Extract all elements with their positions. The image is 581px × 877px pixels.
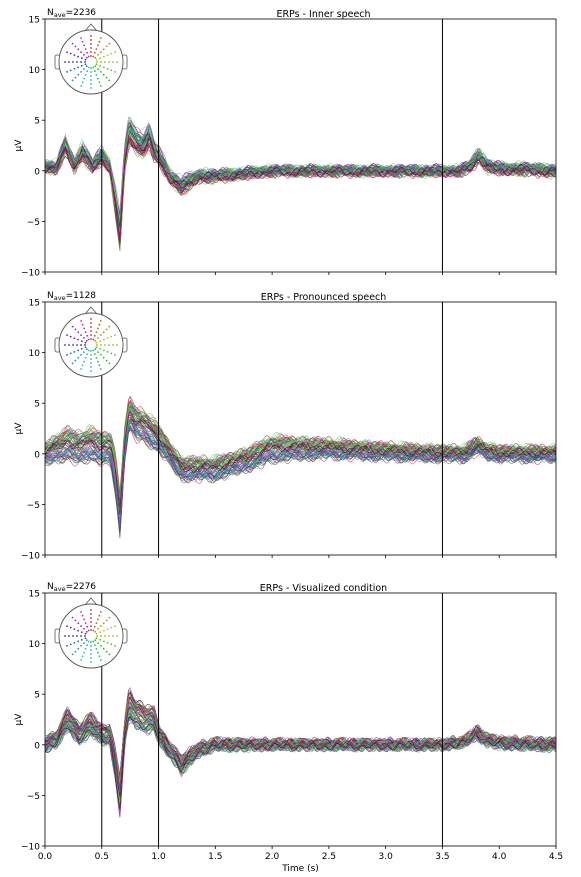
- channel-traces: [45, 395, 556, 539]
- x-tick-label: 3.0: [379, 852, 394, 862]
- panel-title: ERPs - Pronounced speech: [261, 292, 387, 303]
- channel-trace: [45, 719, 556, 818]
- channel-trace: [45, 416, 556, 512]
- y-tick-label: −5: [27, 792, 40, 802]
- channel-trace: [45, 136, 556, 239]
- y-tick-label: 10: [29, 66, 41, 76]
- x-tick-label: 1.0: [151, 852, 166, 862]
- y-tick-label: −5: [27, 501, 40, 511]
- x-tick-label: 2.0: [265, 852, 280, 862]
- channel-trace: [45, 419, 556, 524]
- x-tick-label: 0.0: [38, 852, 53, 862]
- y-axis-label: μV: [14, 713, 24, 726]
- channel-trace: [45, 427, 556, 533]
- x-tick-label: 4.0: [492, 852, 507, 862]
- y-tick-label: −10: [21, 843, 40, 853]
- channel-trace: [45, 121, 556, 213]
- x-tick-label: 1.5: [208, 852, 222, 862]
- channel-trace: [45, 709, 556, 803]
- channel-traces: [45, 116, 556, 252]
- channel-trace: [45, 417, 556, 515]
- axes-frame: [44, 592, 557, 847]
- y-tick-label: 0: [34, 450, 40, 460]
- head-sensor-layout-icon: [54, 306, 128, 378]
- axes-frame: [44, 18, 557, 273]
- x-tick-label: 3.5: [435, 852, 449, 862]
- y-tick-label: 5: [34, 691, 40, 701]
- panel-title: ERPs - Inner speech: [276, 9, 370, 20]
- nave-label: Nave=1128: [47, 291, 96, 302]
- channel-trace: [45, 697, 556, 788]
- erp-panel-3: −10 −5 0 5 10 15 0.0 0.5 1.0 1.5 2.0 2.5 3.0 3.5 4.0 4.…: [14, 582, 563, 874]
- channel-trace: [45, 125, 556, 228]
- y-tick-label: 15: [29, 16, 40, 26]
- channel-trace: [45, 405, 556, 500]
- y-tick-label: 15: [29, 299, 40, 309]
- channel-trace: [45, 425, 556, 537]
- y-axis-label: μV: [14, 139, 24, 152]
- x-tick-label: 4.5: [549, 852, 563, 862]
- channel-trace: [45, 399, 556, 501]
- erp-panel-2: −10 −5 0 5 10 15 μV ERPs - Pronounced speech Nav…: [14, 291, 557, 562]
- channel-trace: [45, 131, 556, 227]
- y-axis-label: μV: [14, 422, 24, 435]
- channel-trace: [45, 126, 556, 220]
- axes-frame: [44, 301, 557, 556]
- channel-trace: [45, 706, 556, 796]
- channel-trace: [45, 411, 556, 507]
- panel-title: ERPs - Visualized condition: [260, 583, 387, 594]
- y-tick-label: 0: [34, 741, 40, 751]
- channel-traces: [45, 687, 556, 818]
- y-tick-label: 0: [34, 167, 40, 177]
- nave-label: Nave=2236: [47, 8, 96, 19]
- channel-trace: [45, 413, 556, 524]
- head-sensor-layout-icon: [54, 23, 128, 95]
- y-tick-label: −10: [21, 269, 40, 279]
- channel-trace: [45, 127, 556, 225]
- channel-trace: [45, 705, 556, 795]
- x-tick-label: 0.5: [95, 852, 109, 862]
- y-tick-label: 5: [34, 117, 40, 127]
- x-tick-label: 2.5: [322, 852, 336, 862]
- y-tick-label: −5: [27, 218, 40, 228]
- nave-label: Nave=2276: [47, 582, 96, 593]
- x-axis-label: Time (s): [281, 864, 319, 874]
- channel-trace: [45, 694, 556, 783]
- y-tick-label: 10: [29, 640, 41, 650]
- y-tick-label: −10: [21, 552, 40, 562]
- y-tick-label: 5: [34, 400, 40, 410]
- y-tick-label: 15: [29, 590, 40, 600]
- erp-panel-1: −10 −5 0 5 10 15 μV ERPs - Inner speech Nave=223…: [14, 8, 557, 279]
- channel-trace: [45, 703, 556, 793]
- channel-trace: [45, 142, 556, 240]
- head-sensor-layout-icon: [54, 597, 128, 669]
- y-tick-label: 10: [29, 349, 41, 359]
- channel-trace: [45, 406, 556, 509]
